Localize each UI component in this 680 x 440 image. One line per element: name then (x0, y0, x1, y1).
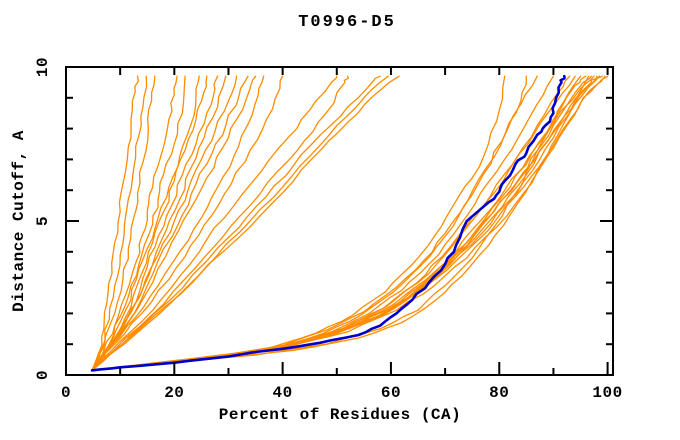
model-16-curve (91, 75, 350, 372)
x-tick-label-40: 40 (273, 384, 293, 402)
model-18-curve (91, 75, 389, 372)
y-tick-label-10: 10 (34, 57, 52, 77)
model-01-curve (91, 75, 139, 372)
highlight-model-curve (90, 74, 566, 372)
model-06-curve (91, 75, 200, 372)
model-07-curve (91, 75, 208, 372)
x-axis-label: Percent of Residues (CA) (218, 406, 462, 424)
model-12-curve (91, 75, 257, 372)
model-17-curve (91, 75, 381, 372)
model-05-curve (91, 75, 186, 372)
x-tick-label-0: 0 (61, 384, 71, 402)
y-tick-label-0: 0 (34, 370, 52, 380)
x-tick-label-20: 20 (164, 384, 184, 402)
model-20-curve (91, 75, 506, 372)
y-tick-label-5: 5 (34, 216, 52, 226)
model-14-curve (91, 75, 284, 372)
model-19-curve (91, 75, 400, 372)
x-tick-label-100: 100 (592, 384, 622, 402)
model-10-curve (91, 75, 238, 372)
model-31-curve (91, 75, 590, 372)
model-08-curve (91, 75, 219, 372)
model-02-curve (91, 75, 148, 372)
x-tick-label-80: 80 (489, 384, 509, 402)
x-tick-label-60: 60 (381, 384, 401, 402)
axis-ticks (65, 66, 613, 376)
model-13-curve (91, 75, 265, 372)
model-15-curve (91, 75, 338, 372)
chart-title: T0996-D5 (298, 13, 396, 32)
y-axis-label: Distance Cutoff, A (10, 130, 28, 312)
model-curves (90, 74, 609, 372)
model-03-curve (91, 75, 156, 372)
model-11-curve (91, 75, 249, 372)
